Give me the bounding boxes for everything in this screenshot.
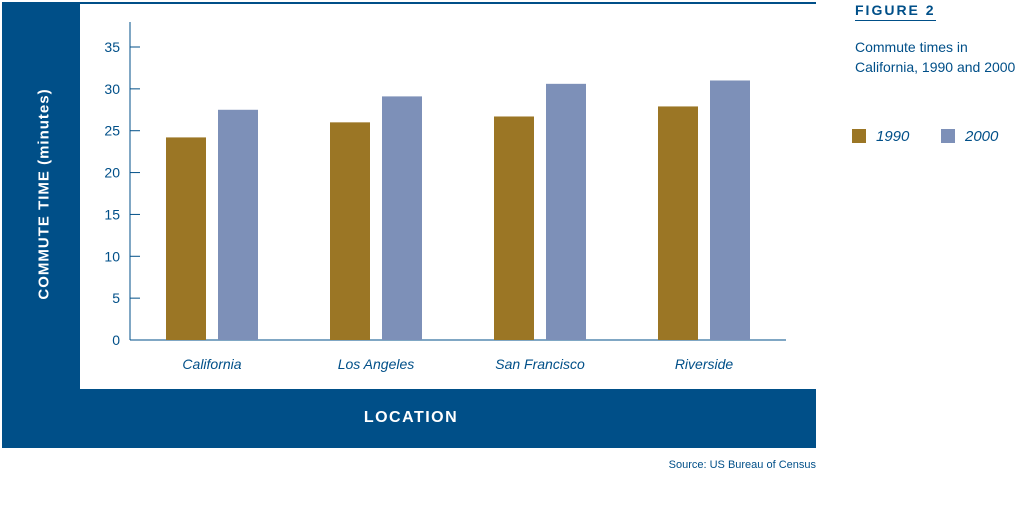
bar-1990-riverside (658, 106, 698, 341)
source-note: Source: US Bureau of Census (668, 459, 816, 471)
y-tick-label: 35 (104, 39, 120, 55)
x-tick-label: Riverside (675, 356, 734, 372)
bar-1990-los-angeles (330, 122, 370, 340)
figure-label: FIGURE 2 (855, 2, 936, 21)
bar-chart: 0 5 10 15 20 25 30 35 California Los Angeles San F… (104, 22, 786, 372)
y-tick-label: 25 (104, 123, 120, 139)
bar-1990-san-francisco (494, 116, 534, 341)
legend-label-1990: 1990 (876, 127, 910, 145)
x-tick-label: California (182, 356, 241, 372)
bar-1990-california (166, 137, 206, 340)
y-tick-label: 5 (112, 290, 120, 306)
y-tick-label: 0 (112, 332, 120, 348)
legend-item-1990: 1990 (852, 127, 909, 145)
legend-swatch-2000 (941, 129, 955, 143)
x-axis-label: LOCATION (363, 409, 459, 426)
bar-2000-los-angeles (382, 96, 422, 341)
y-tick-label: 30 (104, 81, 120, 97)
legend-swatch-1990 (852, 129, 866, 143)
y-tick-label: 20 (104, 165, 120, 181)
y-tick-label: 10 (104, 248, 120, 264)
y-tick-label: 15 (104, 206, 120, 222)
x-tick-label: San Francisco (495, 356, 585, 372)
bar-2000-riverside (710, 80, 750, 340)
bar-2000-california (218, 109, 258, 341)
legend-item-2000: 2000 (941, 127, 998, 145)
bar-2000-san-francisco (546, 83, 586, 340)
legend-label-2000: 2000 (965, 127, 999, 145)
x-tick-label: Los Angeles (338, 356, 415, 372)
figure-title: Commute times in California, 1990 and 20… (855, 39, 1016, 75)
